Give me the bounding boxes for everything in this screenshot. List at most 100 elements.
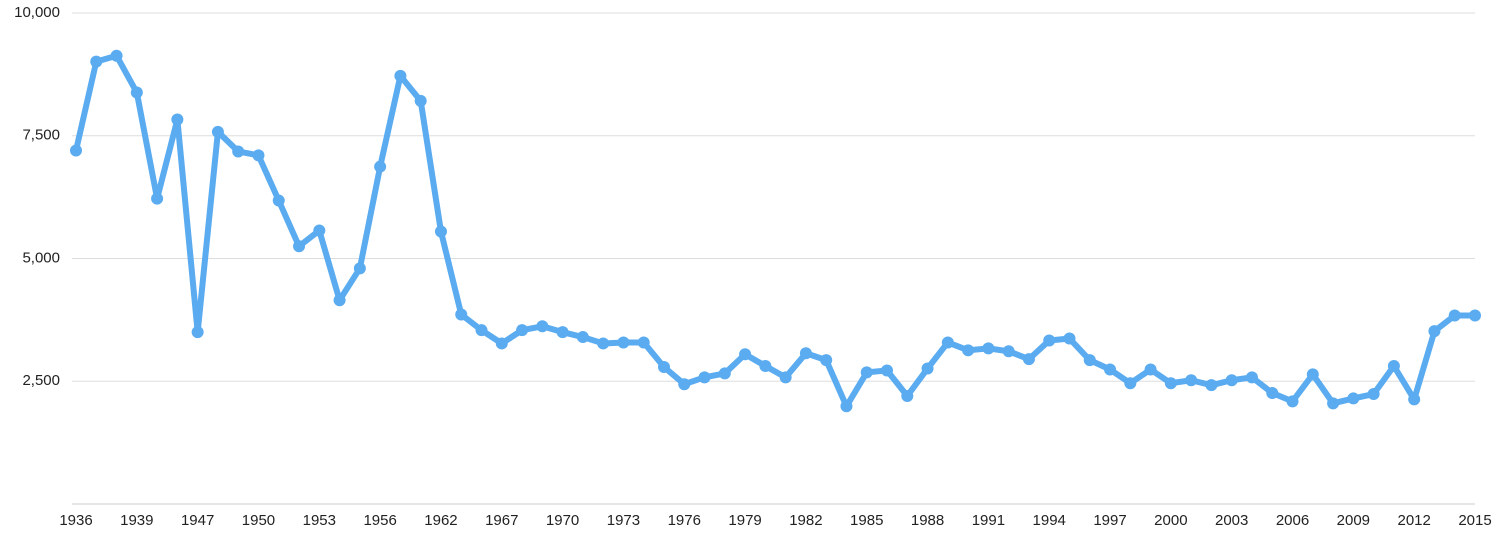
marker bbox=[759, 360, 772, 373]
marker bbox=[576, 331, 589, 344]
marker bbox=[779, 371, 792, 384]
marker bbox=[211, 125, 224, 138]
marker bbox=[90, 55, 103, 68]
marker bbox=[475, 324, 488, 337]
x-tick-label: 1994 bbox=[1033, 512, 1066, 529]
x-tick-label: 1939 bbox=[120, 512, 153, 529]
marker bbox=[313, 224, 326, 237]
marker bbox=[1367, 388, 1380, 401]
marker bbox=[1408, 393, 1421, 406]
x-tick-label: 1967 bbox=[485, 512, 518, 529]
x-tick-label: 1991 bbox=[972, 512, 1005, 529]
marker bbox=[556, 326, 569, 339]
y-tick-label: 2,500 bbox=[22, 372, 60, 389]
marker bbox=[110, 49, 123, 62]
x-tick-label: 1979 bbox=[728, 512, 761, 529]
marker bbox=[353, 262, 366, 275]
x-tick-label: 1982 bbox=[789, 512, 822, 529]
marker bbox=[232, 145, 245, 158]
x-tick-label: 1956 bbox=[363, 512, 396, 529]
marker bbox=[597, 337, 610, 350]
marker bbox=[1083, 354, 1096, 367]
marker bbox=[840, 400, 853, 413]
marker bbox=[252, 149, 265, 162]
marker bbox=[1448, 309, 1461, 322]
x-tick-label: 2006 bbox=[1276, 512, 1309, 529]
marker bbox=[1022, 353, 1035, 366]
marker bbox=[70, 144, 82, 157]
marker bbox=[1225, 374, 1238, 387]
x-tick-label: 1953 bbox=[303, 512, 336, 529]
marker bbox=[394, 69, 407, 82]
marker bbox=[1063, 332, 1076, 345]
x-tick-label: 2012 bbox=[1397, 512, 1430, 529]
y-tick-label: 7,500 bbox=[22, 127, 60, 144]
marker bbox=[1306, 368, 1319, 381]
marker bbox=[941, 336, 954, 349]
x-tick-label: 1976 bbox=[668, 512, 701, 529]
marker bbox=[1043, 334, 1056, 347]
marker bbox=[739, 348, 752, 361]
marker bbox=[881, 364, 894, 377]
x-tick-label: 1997 bbox=[1093, 512, 1126, 529]
x-tick-label: 2009 bbox=[1337, 512, 1370, 529]
marker bbox=[1387, 360, 1400, 373]
y-tick-label: 10,000 bbox=[14, 4, 60, 21]
x-tick-label: 1970 bbox=[546, 512, 579, 529]
x-tick-label: 1936 bbox=[59, 512, 92, 529]
x-tick-label: 1973 bbox=[607, 512, 640, 529]
x-tick-label: 2003 bbox=[1215, 512, 1248, 529]
marker bbox=[1164, 377, 1177, 390]
marker bbox=[657, 361, 670, 374]
marker bbox=[1185, 374, 1198, 387]
marker bbox=[293, 240, 306, 253]
marker bbox=[1124, 377, 1137, 390]
marker bbox=[455, 308, 468, 321]
marker bbox=[495, 337, 508, 350]
x-tick-label: 1962 bbox=[424, 512, 457, 529]
marker bbox=[1266, 387, 1279, 400]
marker bbox=[333, 294, 346, 307]
marker bbox=[1327, 397, 1340, 410]
marker bbox=[191, 326, 204, 339]
marker bbox=[130, 86, 143, 99]
marker bbox=[1469, 309, 1481, 322]
marker bbox=[151, 192, 164, 205]
x-tick-label: 1985 bbox=[850, 512, 883, 529]
y-tick-label: 5,000 bbox=[22, 249, 60, 266]
marker bbox=[962, 344, 975, 357]
marker bbox=[1286, 395, 1299, 408]
marker bbox=[901, 389, 914, 402]
marker bbox=[1144, 363, 1157, 376]
line bbox=[73, 52, 1475, 410]
marker bbox=[799, 347, 812, 360]
marker bbox=[678, 378, 691, 391]
marker bbox=[617, 336, 630, 349]
marker bbox=[516, 324, 529, 337]
marker bbox=[1347, 392, 1360, 405]
marker bbox=[1205, 379, 1218, 392]
marker bbox=[820, 354, 833, 367]
marker bbox=[536, 320, 549, 333]
marker bbox=[1428, 325, 1441, 338]
x-tick-label: 1988 bbox=[911, 512, 944, 529]
x-tick-label: 1947 bbox=[181, 512, 214, 529]
x-tick-label: 2015 bbox=[1458, 512, 1491, 529]
x-tick-label: 1950 bbox=[242, 512, 275, 529]
marker bbox=[434, 225, 447, 238]
marker bbox=[982, 342, 995, 355]
marker bbox=[374, 160, 387, 173]
marker bbox=[1002, 345, 1015, 358]
marker bbox=[414, 94, 427, 107]
marker bbox=[272, 194, 285, 207]
marker bbox=[637, 336, 650, 349]
marker bbox=[860, 366, 873, 379]
marker bbox=[1104, 363, 1117, 376]
marker bbox=[1245, 371, 1258, 384]
marker bbox=[718, 367, 731, 380]
marker bbox=[698, 371, 711, 384]
x-tick-label: 2000 bbox=[1154, 512, 1187, 529]
marker bbox=[921, 362, 934, 375]
